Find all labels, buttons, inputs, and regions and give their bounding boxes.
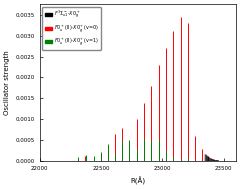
X-axis label: R(Å): R(Å) <box>130 177 145 185</box>
Legend: $F^3\Sigma^-_{u1}$-$X0^+_g$, $F0^+_u$(II)-$X0^+_g$(v=0), $F0^+_u$(II)-$X0^+_g$(v: $F^3\Sigma^-_{u1}$-$X0^+_g$, $F0^+_u$(II… <box>42 7 101 50</box>
Y-axis label: Oscillator strength: Oscillator strength <box>4 50 10 115</box>
